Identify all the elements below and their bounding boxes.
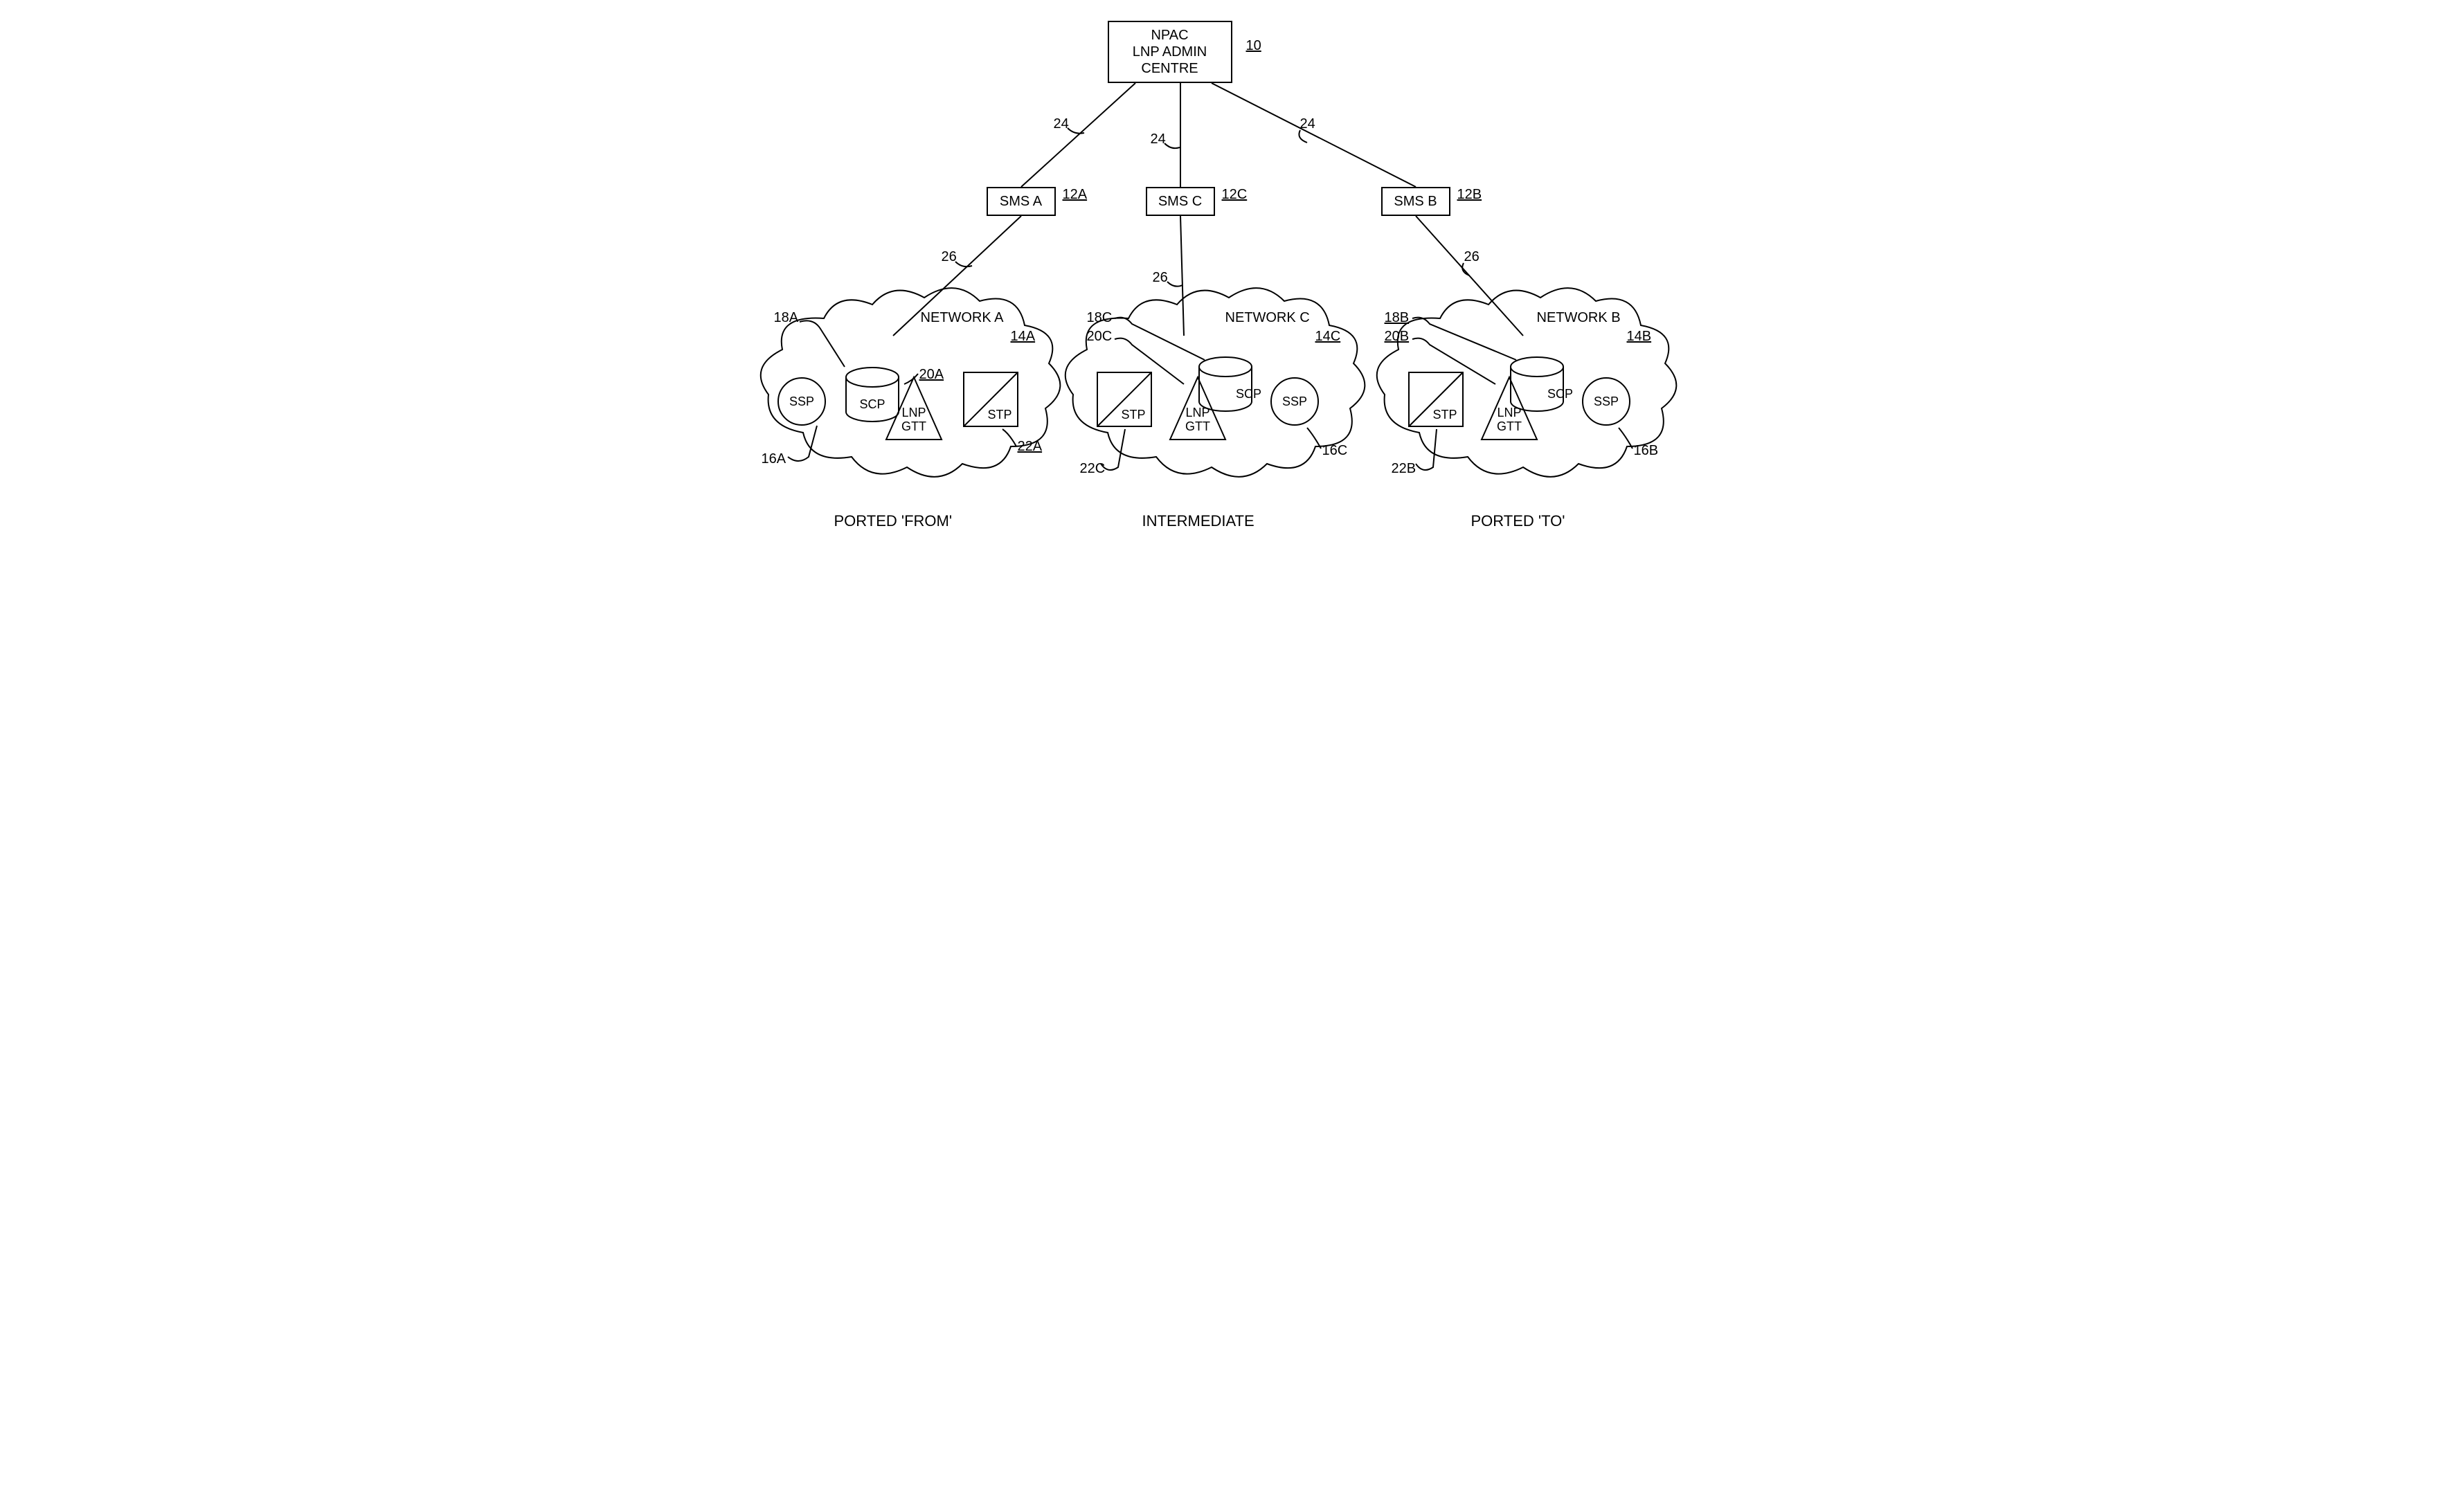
npac-line3: CENTRE <box>1141 60 1198 77</box>
npac-box: NPAC LNP ADMIN CENTRE <box>1108 21 1232 83</box>
npac-line1: NPAC <box>1151 27 1188 44</box>
edge-24-b: 24 <box>1300 116 1315 132</box>
sms-b-box: SMS B <box>1381 187 1450 216</box>
ref-22b: 22B <box>1392 461 1417 477</box>
network-b-title: NETWORK B <box>1537 310 1621 326</box>
sms-a-label: SMS A <box>1000 193 1042 210</box>
scp-c-label: SCP <box>1236 387 1261 401</box>
stp-c-label: STP <box>1121 408 1145 422</box>
network-a-ref: 14A <box>1011 329 1036 345</box>
sms-c-label: SMS C <box>1158 193 1202 210</box>
edge-26-a: 26 <box>942 249 957 265</box>
role-b: PORTED 'TO' <box>1471 512 1565 530</box>
network-c-ref: 14C <box>1315 329 1341 345</box>
lnp-b-l1: LNP <box>1497 406 1521 419</box>
sms-a-ref: 12A <box>1063 187 1088 203</box>
ssp-c-label: SSP <box>1282 395 1306 408</box>
ref-20a: 20A <box>919 367 944 383</box>
ref-16b: 16B <box>1634 443 1659 459</box>
scp-a-label: SCP <box>859 397 885 411</box>
ref-20b: 20B <box>1385 329 1410 345</box>
ref-22a: 22A <box>1018 439 1043 455</box>
ref-16a: 16A <box>762 451 786 467</box>
ref-22c: 22C <box>1080 461 1106 477</box>
ssp-a-label: SSP <box>789 395 813 408</box>
edge-26-b: 26 <box>1464 249 1480 265</box>
role-a: PORTED 'FROM' <box>834 512 953 530</box>
ref-18b: 18B <box>1385 310 1410 326</box>
stp-a-label: STP <box>987 408 1011 422</box>
lnp-c-l1: LNP <box>1185 406 1209 419</box>
edge-24-a: 24 <box>1054 116 1069 132</box>
edge-24-c: 24 <box>1151 132 1166 147</box>
ssp-b-label: SSP <box>1593 395 1618 408</box>
ref-18a: 18A <box>774 310 799 326</box>
scp-b-label: SCP <box>1547 387 1573 401</box>
ref-16c: 16C <box>1322 443 1348 459</box>
network-c-title: NETWORK C <box>1225 310 1310 326</box>
ref-20c: 20C <box>1087 329 1113 345</box>
lnp-a-l1: LNP <box>901 406 926 419</box>
npac-line2: LNP ADMIN <box>1133 44 1207 60</box>
sms-b-label: SMS B <box>1394 193 1437 210</box>
lnp-a-l2: GTT <box>901 419 926 433</box>
sms-c-ref: 12C <box>1222 187 1248 203</box>
stp-b-label: STP <box>1432 408 1457 422</box>
diagram-svg: SSP SCP LNP GTT STP STP SCP LNP GTT SSP … <box>713 0 1752 574</box>
edge-26-c: 26 <box>1153 270 1168 286</box>
role-c: INTERMEDIATE <box>1142 512 1255 530</box>
sms-b-ref: 12B <box>1457 187 1482 203</box>
network-b-ref: 14B <box>1627 329 1652 345</box>
ref-18c: 18C <box>1087 310 1113 326</box>
npac-ref: 10 <box>1246 38 1261 54</box>
lnp-b-l2: GTT <box>1497 419 1522 433</box>
sms-a-box: SMS A <box>987 187 1056 216</box>
lnp-c-l2: GTT <box>1185 419 1210 433</box>
sms-c-box: SMS C <box>1146 187 1215 216</box>
network-a-title: NETWORK A <box>921 310 1004 326</box>
